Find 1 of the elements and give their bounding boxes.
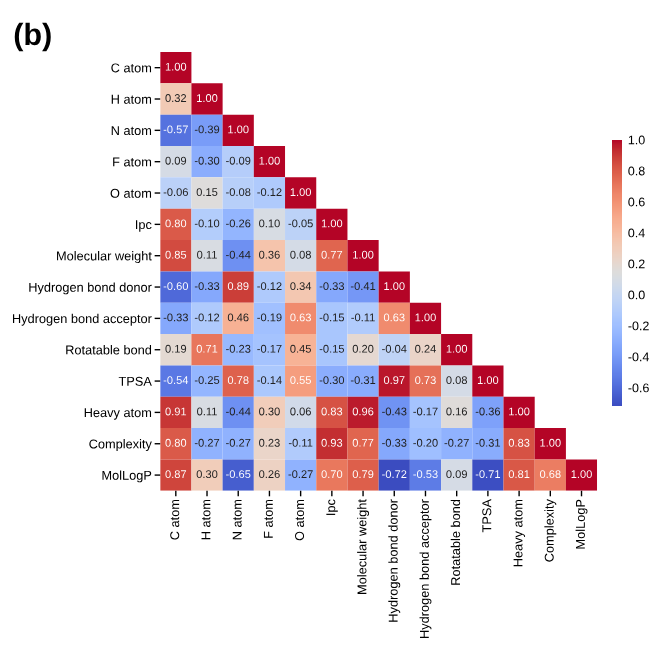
chart-title: (b)	[14, 22, 51, 52]
